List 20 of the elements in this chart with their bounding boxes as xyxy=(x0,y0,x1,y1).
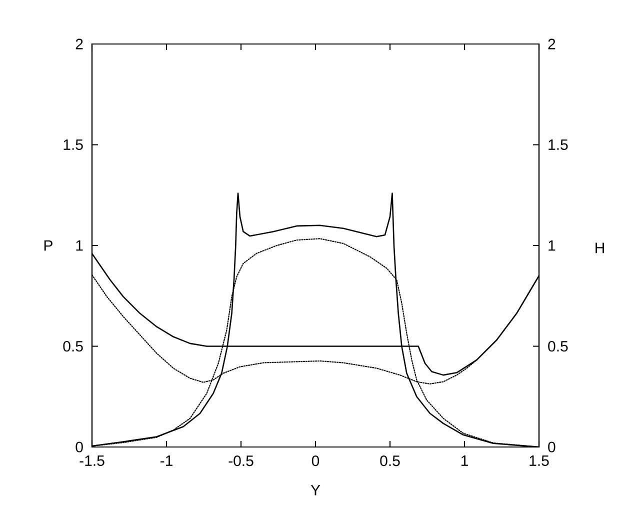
x-tick-label: -1.5 xyxy=(80,456,104,466)
y2-tick-label: 1 xyxy=(548,240,556,251)
y-tick-label: 1.5 xyxy=(64,140,83,150)
x-axis-title: Y xyxy=(310,484,320,496)
y2-tick-label: 0 xyxy=(548,442,556,452)
x-tick-label: -1 xyxy=(160,456,172,466)
y2-tick-label: 1.5 xyxy=(548,140,568,150)
x-tick-label: 1 xyxy=(461,456,468,466)
y-tick-label: 2 xyxy=(76,38,83,50)
y2-tick-label: 0.5 xyxy=(548,340,568,352)
x-tick-label: 0 xyxy=(312,456,320,466)
y-axis-title: P xyxy=(44,240,52,251)
y2-axis-title: H xyxy=(596,242,604,254)
y-tick-label: 0 xyxy=(76,442,83,452)
y-tick-label: 0.5 xyxy=(63,340,83,352)
x-tick-label: -0.5 xyxy=(228,456,254,466)
x-tick-label: 0.5 xyxy=(380,456,400,466)
x-tick-label: 1.5 xyxy=(530,456,549,466)
y2-tick-label: 2 xyxy=(548,38,556,50)
y-tick-label: 1 xyxy=(76,240,83,251)
